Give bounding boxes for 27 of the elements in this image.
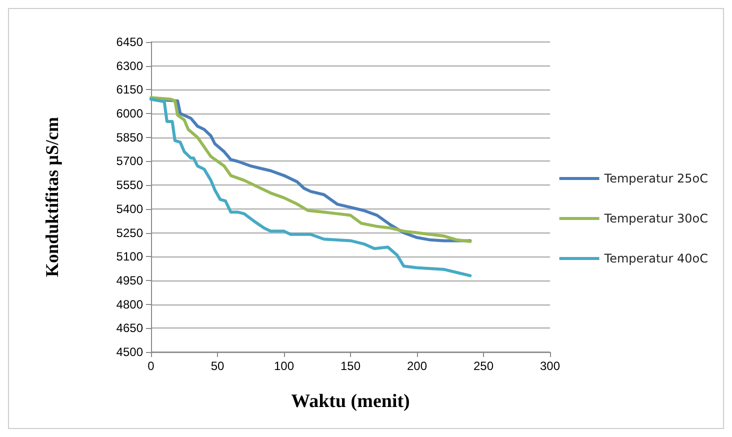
y-tick-label: 5850 [116,130,144,144]
y-tick-label: 5400 [116,202,144,216]
x-tick-label: 0 [148,359,155,373]
y-axis-title: Konduktifitas µS/cm [42,117,62,277]
x-tick-label: 250 [473,359,494,373]
y-tick-label: 6300 [116,58,144,73]
x-tick-label: 300 [540,359,560,373]
legend-label: Temperatur 40oC [603,252,708,266]
y-tick-label: 6450 [116,35,144,49]
y-tick-label: 4500 [116,345,144,359]
legend-label: Temperatur 30oC [603,212,708,226]
x-tick-label: 200 [406,359,428,373]
y-tick-label: 5700 [116,154,144,168]
line-series [150,98,472,278]
y-tick-label: 4800 [116,297,144,312]
legend-label: Temperatur 25oC [603,172,708,186]
y-tick-label: 5550 [116,178,144,192]
x-tick-label: 50 [210,359,224,373]
y-tick-label: 6150 [116,82,144,97]
x-axis-title: Waktu (menit) [291,391,410,412]
x-tick-label: 150 [340,359,361,373]
y-tick-label: 5100 [116,250,144,264]
y-tick-label: 5250 [116,226,144,240]
y-tick-label: 4650 [116,321,144,336]
y-tick-label: 4950 [116,273,144,288]
x-tick-label: 100 [274,359,294,373]
y-tick-label: 6000 [116,106,144,121]
